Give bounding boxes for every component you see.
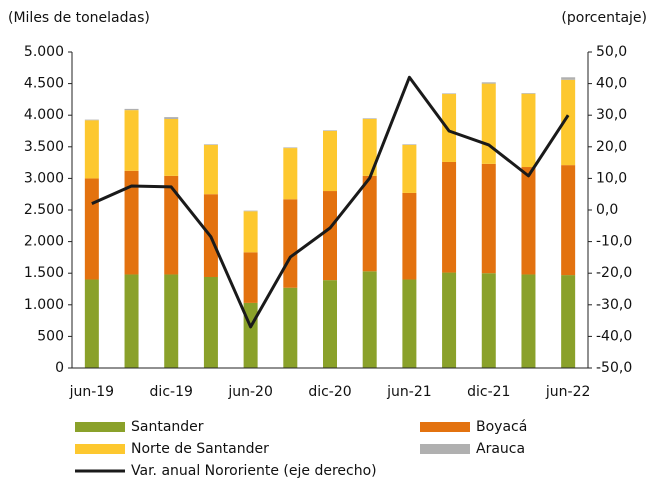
bar <box>124 170 139 275</box>
bar <box>442 161 457 273</box>
bar <box>124 108 139 111</box>
y-tick-label: 3.000 <box>24 170 64 186</box>
x-tick-label: jun-21 <box>386 384 432 400</box>
x-tick-label: dic-20 <box>308 384 351 400</box>
bar <box>84 119 99 121</box>
line <box>91 75 570 329</box>
legend-swatch <box>420 422 470 432</box>
bar <box>561 275 576 368</box>
y2-tick-label: -10,0 <box>596 234 632 250</box>
y-tick-label: 4.000 <box>24 107 64 123</box>
bar <box>481 82 496 84</box>
bar <box>442 272 457 368</box>
bar <box>203 144 218 145</box>
bar <box>402 144 417 193</box>
bar <box>323 280 337 368</box>
bar <box>84 120 99 179</box>
y-tick-label: 1.500 <box>24 265 64 281</box>
bar <box>521 274 536 368</box>
x-tick-label: dic-19 <box>150 384 193 400</box>
bar <box>481 83 496 164</box>
bar <box>84 279 99 368</box>
bar <box>521 93 536 94</box>
y2-tick-label: 50,0 <box>596 44 627 60</box>
bar <box>561 77 576 80</box>
bar <box>164 117 179 119</box>
y2-tick-label: 40,0 <box>596 76 627 92</box>
legend-label: Var. anual Nororiente (eje derecho) <box>131 463 377 479</box>
bar <box>203 144 218 195</box>
bar <box>243 252 258 303</box>
bar <box>283 287 298 368</box>
bar <box>362 118 377 119</box>
bar <box>362 175 377 272</box>
y-tick-label: 5.000 <box>24 44 64 60</box>
bar <box>402 144 417 145</box>
y2-tick-label: 10,0 <box>596 170 627 186</box>
y-tick-label: 3.500 <box>24 139 64 155</box>
bar <box>283 199 298 288</box>
bar <box>164 274 179 368</box>
bar <box>243 211 258 253</box>
bar <box>203 276 218 368</box>
bar <box>402 279 417 368</box>
bar <box>442 93 457 95</box>
y-tick-label: 4.500 <box>24 76 64 92</box>
bar <box>164 118 179 176</box>
legend-label: Boyacá <box>476 419 527 435</box>
y2-tick-label: -50,0 <box>596 360 632 376</box>
y-axis-label: (Miles de toneladas) <box>8 10 150 26</box>
bar <box>481 163 496 274</box>
y2-tick-label: -20,0 <box>596 265 632 281</box>
bar <box>243 210 258 212</box>
y2-tick-label: 0,0 <box>596 202 618 218</box>
x-tick-label: jun-22 <box>545 384 591 400</box>
legend-label: Santander <box>131 419 204 435</box>
legend-label: Arauca <box>476 441 525 457</box>
y-tick-label: 2.500 <box>24 202 64 218</box>
bar <box>164 175 179 275</box>
legend-swatch <box>75 444 125 454</box>
bar <box>521 167 536 275</box>
y2-tick-label: -30,0 <box>596 297 632 313</box>
legend-swatch <box>75 422 125 432</box>
bar <box>362 271 377 368</box>
bar <box>362 118 377 176</box>
y2-tick-label: 30,0 <box>596 107 627 123</box>
bar <box>521 93 536 168</box>
y-tick-label: 1.000 <box>24 297 64 313</box>
y2-axis-label: (porcentaje) <box>561 10 647 26</box>
legend-swatch <box>420 444 470 454</box>
bar <box>323 130 337 131</box>
bar <box>442 94 457 162</box>
bar <box>283 148 298 200</box>
y-tick-label: 0 <box>55 360 64 376</box>
bar <box>124 274 139 368</box>
bar <box>323 131 337 192</box>
x-tick-label: jun-19 <box>69 384 115 400</box>
bar <box>402 192 417 280</box>
x-tick-label: dic-21 <box>467 384 510 400</box>
bar <box>481 273 496 368</box>
bar <box>323 191 337 281</box>
bar <box>283 147 298 149</box>
x-tick-label: jun-20 <box>227 384 273 400</box>
bar <box>84 178 99 280</box>
y-tick-label: 500 <box>37 328 64 344</box>
bar <box>124 110 139 171</box>
y-tick-label: 2.000 <box>24 234 64 250</box>
bar <box>561 165 576 276</box>
y2-tick-label: -40,0 <box>596 328 632 344</box>
bar <box>561 79 576 166</box>
y2-tick-label: 20,0 <box>596 139 627 155</box>
legend-label: Norte de Santander <box>131 441 269 457</box>
